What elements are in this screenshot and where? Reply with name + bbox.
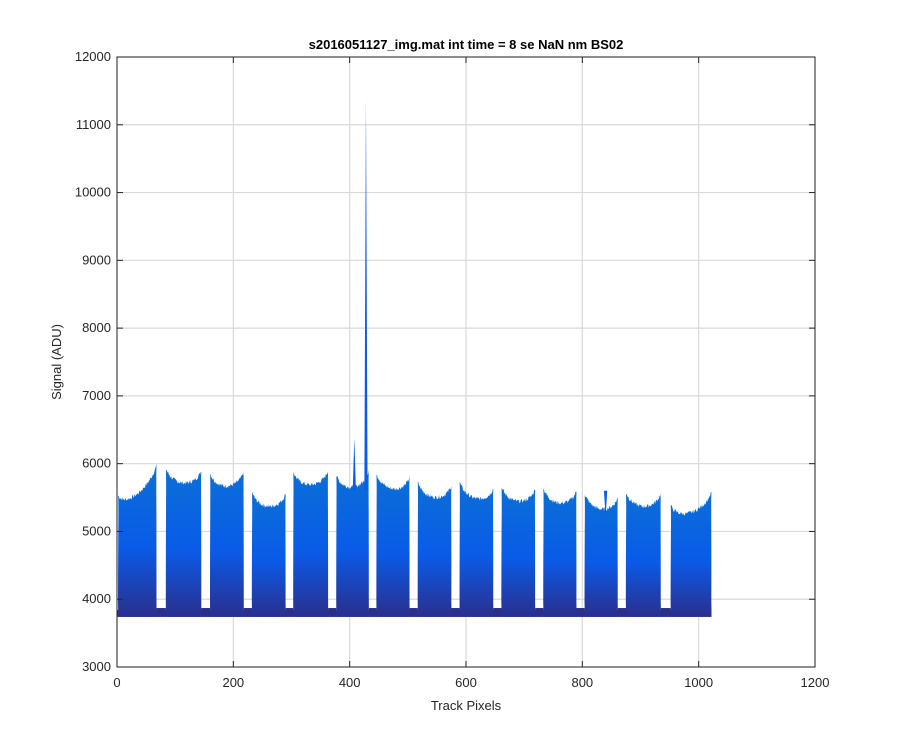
y-tick-label: 6000	[82, 456, 111, 471]
y-tick-label: 9000	[82, 252, 111, 267]
y-axis-label: Signal (ADU)	[49, 324, 64, 400]
signal-segment-14	[670, 491, 712, 617]
y-tick-label: 7000	[82, 388, 111, 403]
signal-segment-2	[165, 469, 202, 617]
gap-floor	[451, 608, 460, 617]
y-tick-label: 8000	[82, 320, 111, 335]
signal-segment-10	[501, 486, 536, 617]
gap-floor	[576, 608, 585, 617]
x-axis-label: Track Pixels	[431, 698, 502, 713]
signal-segment-9	[459, 481, 494, 617]
y-tick-label: 12000	[75, 49, 111, 64]
signal-segment-11	[543, 489, 577, 617]
gap-floor	[493, 608, 502, 617]
gap-floor	[535, 608, 544, 617]
signal-segment-5	[293, 471, 329, 617]
x-tick-label: 1200	[801, 675, 830, 690]
gap-floor	[285, 608, 294, 617]
y-tick-label: 11000	[76, 117, 111, 132]
chart-title: s2016051127_img.mat int time = 8 se NaN …	[309, 37, 624, 52]
gap-floor	[409, 608, 418, 617]
x-tick-label: 1000	[684, 675, 713, 690]
x-tick-label: 200	[222, 675, 244, 690]
plot-area	[117, 97, 712, 617]
signal-segment-13	[625, 492, 661, 617]
gap-floor	[617, 608, 626, 617]
y-tick-label: 5000	[82, 523, 111, 538]
gap-floor	[201, 608, 211, 617]
y-tick-label: 4000	[82, 591, 111, 606]
x-tick-label: 600	[455, 675, 477, 690]
x-tick-label: 400	[339, 675, 361, 690]
spike-3	[604, 490, 608, 518]
x-tick-label: 0	[113, 675, 120, 690]
gap-floor	[328, 608, 337, 617]
signal-segment-1	[118, 463, 157, 617]
spike-2	[364, 97, 368, 491]
x-tick-label: 800	[571, 675, 593, 690]
gap-floor	[368, 608, 377, 617]
signal-segment-6	[336, 469, 369, 617]
gap-floor	[243, 608, 252, 617]
signal-segment-12	[584, 494, 618, 617]
signal-segment-3	[210, 469, 244, 617]
gap-floor	[156, 608, 166, 617]
gap-floor	[660, 608, 671, 617]
ticks: 0 200 400 600 800 1000 1200 3000 4000 5000 6000 700…	[75, 49, 830, 690]
spike-1	[352, 437, 356, 491]
y-tick-label: 10000	[75, 185, 111, 200]
signal-segment-7	[376, 474, 410, 617]
signal-segment-8	[417, 481, 452, 617]
signal-segment-4	[251, 491, 286, 617]
y-tick-label: 3000	[82, 659, 111, 674]
